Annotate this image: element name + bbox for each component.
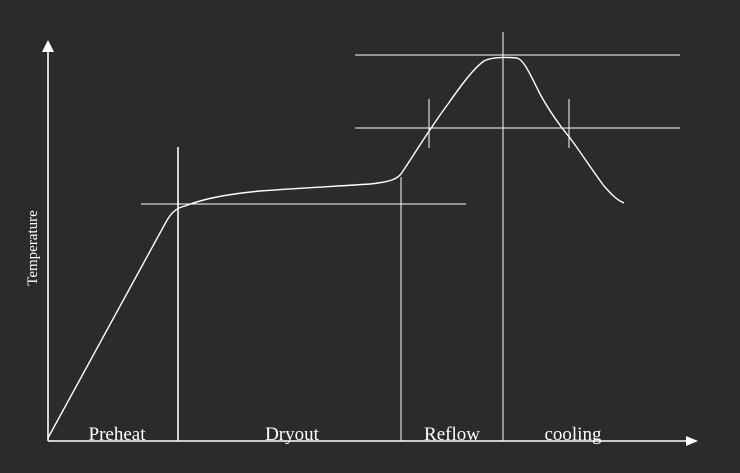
- zone-label-preheat: Preheat: [89, 424, 147, 445]
- zone-label-dryout: Dryout: [265, 424, 320, 445]
- zone-label-cooling: cooling: [545, 424, 602, 445]
- y-axis-arrowhead: [42, 40, 54, 52]
- temperature-profile-curve: [47, 56, 625, 439]
- x-axis-arrowhead: [686, 436, 698, 446]
- zone-label-reflow: Reflow: [424, 424, 480, 445]
- x-axis: [48, 436, 698, 446]
- y-axis: [42, 40, 54, 441]
- y-axis-label: Temperature: [25, 210, 41, 286]
